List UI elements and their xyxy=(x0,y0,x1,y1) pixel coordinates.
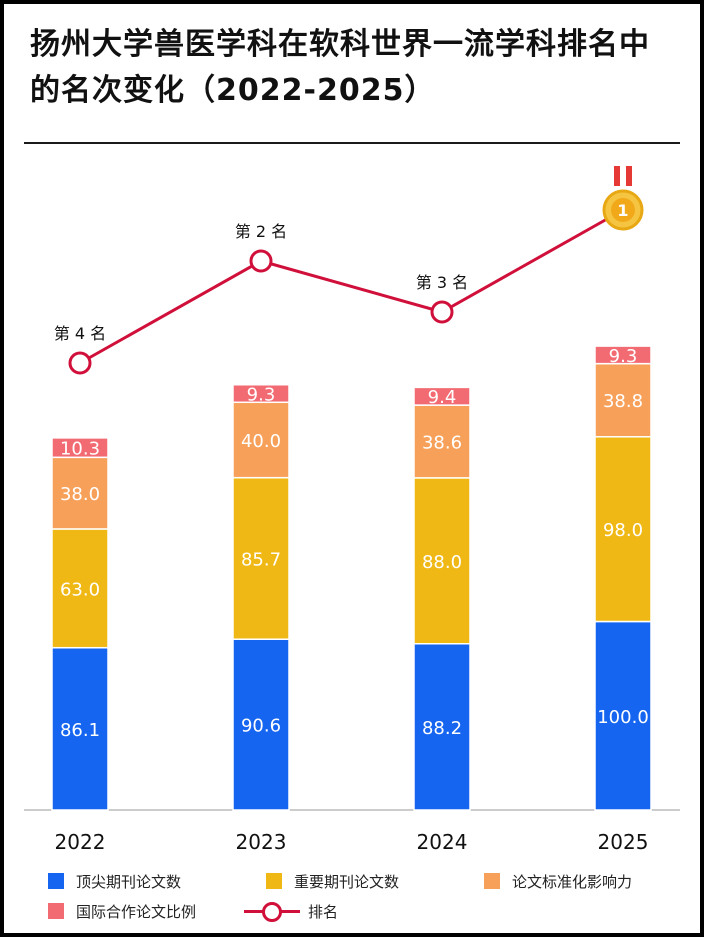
bar-label-normalized-impact-2025: 38.8 xyxy=(603,391,643,412)
x-tick-label-2025: 2025 xyxy=(598,830,649,854)
bar-label-top-journal-2023: 90.6 xyxy=(241,716,281,737)
rank-label-2022: 第 4 名 xyxy=(54,324,106,343)
legend-item-important-journal: 重要期刊论文数 xyxy=(266,870,399,892)
bar-label-important-journal-2022: 63.0 xyxy=(60,579,100,600)
bar-label-intl-collab-2025: 9.3 xyxy=(609,346,638,367)
bar-label-top-journal-2024: 88.2 xyxy=(422,718,462,739)
legend-label-rank: 排名 xyxy=(308,902,339,921)
medal-inner-icon xyxy=(611,198,635,222)
legend-swatch-normalized-impact xyxy=(484,873,500,889)
bar-label-normalized-impact-2023: 40.0 xyxy=(241,431,281,452)
x-tick-label-2023: 2023 xyxy=(236,830,287,854)
rank-marker-2022 xyxy=(68,351,92,375)
bar-label-normalized-impact-2024: 38.6 xyxy=(422,432,462,453)
legend-label-important-journal: 重要期刊论文数 xyxy=(294,872,400,891)
rank-label-2024: 第 3 名 xyxy=(416,273,468,292)
rank-marker-2024 xyxy=(430,300,454,324)
bar-label-top-journal-2022: 86.1 xyxy=(60,720,100,741)
bar-label-intl-collab-2024: 9.4 xyxy=(428,387,457,408)
x-tick-label-2022: 2022 xyxy=(55,830,106,854)
bar-normalized-impact-2022 xyxy=(51,456,109,530)
legend-label-intl-collab: 国际合作论文比例 xyxy=(76,902,197,921)
bar-top-journal-2022 xyxy=(51,646,109,811)
legend-item-intl-collab: 国际合作论文比例 xyxy=(48,900,196,922)
bar-top-journal-2024 xyxy=(413,642,471,811)
bar-label-important-journal-2024: 88.0 xyxy=(422,552,462,573)
medal-number: 1 xyxy=(617,201,628,220)
legend-label-normalized-impact: 论文标准化影响力 xyxy=(512,872,633,891)
bar-important-journal-2025 xyxy=(594,436,652,623)
legend-item-top-journal: 顶尖期刊论文数 xyxy=(48,870,181,892)
legend-item-rank: 排名 xyxy=(244,900,338,922)
rank-line xyxy=(79,208,624,365)
legend-label-top-journal: 顶尖期刊论文数 xyxy=(76,872,182,891)
rank-marker-2023 xyxy=(249,249,273,273)
chart-title: 扬州大学兽医学科在软科世界一流学科排名中的名次变化（2022-2025） xyxy=(30,27,650,108)
bar-important-journal-2022 xyxy=(51,528,109,649)
bar-intl-collab-2022 xyxy=(51,437,109,459)
bar-label-intl-collab-2022: 10.3 xyxy=(60,439,100,460)
legend-item-normalized-impact: 论文标准化影响力 xyxy=(484,870,632,892)
bar-intl-collab-2025 xyxy=(594,345,652,365)
bar-normalized-impact-2023 xyxy=(232,401,290,479)
legend-swatch-intl-collab xyxy=(48,903,64,919)
legend: 顶尖期刊论文数 重要期刊论文数 论文标准化影响力 国际合作论文比例 排名 xyxy=(48,870,678,930)
bar-normalized-impact-2025 xyxy=(594,362,652,438)
bar-label-important-journal-2023: 85.7 xyxy=(241,549,281,570)
legend-swatch-rank xyxy=(244,900,300,922)
legend-swatch-top-journal xyxy=(48,873,64,889)
rank-label-2023: 第 2 名 xyxy=(235,222,287,241)
bar-intl-collab-2023 xyxy=(232,383,290,404)
bar-top-journal-2023 xyxy=(232,638,290,811)
bar-intl-collab-2024 xyxy=(413,386,471,406)
bar-top-journal-2025 xyxy=(594,620,652,811)
title-divider xyxy=(24,142,680,144)
medal-ribbon-stripe xyxy=(620,166,626,186)
bar-important-journal-2023 xyxy=(232,476,290,640)
bar-label-normalized-impact-2022: 38.0 xyxy=(60,484,100,505)
bar-label-top-journal-2025: 100.0 xyxy=(597,707,649,728)
bar-label-important-journal-2025: 98.0 xyxy=(603,520,643,541)
x-tick-label-2024: 2024 xyxy=(417,830,468,854)
legend-swatch-important-journal xyxy=(266,873,282,889)
bar-label-intl-collab-2023: 9.3 xyxy=(247,385,276,406)
bar-important-journal-2024 xyxy=(413,477,471,645)
